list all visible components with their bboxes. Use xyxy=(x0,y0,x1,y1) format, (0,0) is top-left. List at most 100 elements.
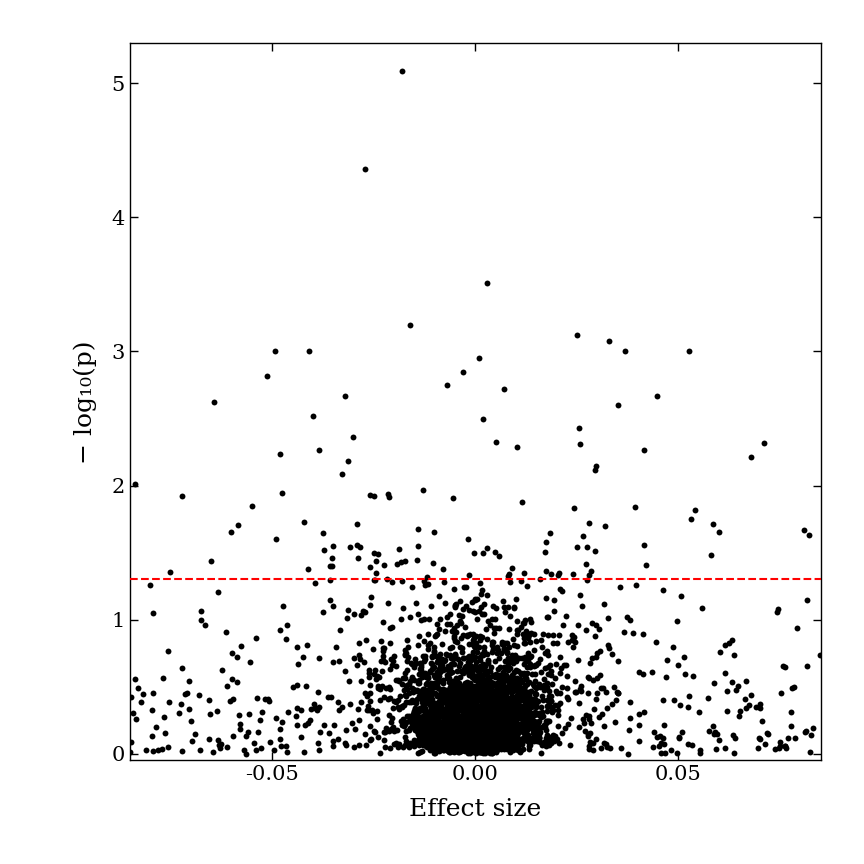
Point xyxy=(461,710,475,724)
Point xyxy=(486,734,499,747)
Point xyxy=(637,537,651,551)
Point xyxy=(491,702,505,716)
Point xyxy=(501,732,515,746)
Point xyxy=(568,685,581,699)
Point xyxy=(446,681,460,695)
Point xyxy=(304,702,318,716)
Point xyxy=(491,708,505,722)
Point xyxy=(587,743,600,757)
Point xyxy=(492,732,505,746)
Point xyxy=(426,726,440,740)
Point xyxy=(480,722,493,736)
Point xyxy=(407,733,421,746)
Point xyxy=(510,440,524,454)
Point xyxy=(466,692,480,706)
Point xyxy=(495,706,509,720)
Point xyxy=(516,709,530,723)
Point xyxy=(400,678,414,692)
Point xyxy=(456,712,470,726)
Point xyxy=(505,729,519,743)
Point xyxy=(432,701,446,715)
Point xyxy=(517,617,530,631)
Point xyxy=(446,736,460,750)
Point xyxy=(475,714,489,727)
Point xyxy=(467,721,480,735)
Point xyxy=(436,708,450,721)
Point xyxy=(784,719,797,733)
Point xyxy=(493,732,507,746)
Point xyxy=(451,730,465,744)
Point xyxy=(493,646,507,660)
Point xyxy=(474,717,488,731)
Point xyxy=(501,729,515,743)
Point xyxy=(524,684,537,698)
Point xyxy=(548,671,562,685)
Point xyxy=(600,612,614,626)
Point xyxy=(529,700,543,714)
Point xyxy=(438,702,452,715)
Point xyxy=(458,727,472,740)
Point xyxy=(441,727,454,740)
Point xyxy=(499,723,512,737)
Point xyxy=(397,698,411,712)
Point xyxy=(474,741,488,755)
Point xyxy=(483,730,497,744)
Point xyxy=(526,677,540,690)
Point xyxy=(484,731,498,745)
Point xyxy=(449,697,463,711)
Point xyxy=(353,540,367,554)
Point xyxy=(468,732,482,746)
Point xyxy=(303,713,317,727)
Point xyxy=(455,729,469,743)
Point xyxy=(744,450,758,464)
Point xyxy=(480,725,494,739)
Point xyxy=(490,695,504,708)
Point xyxy=(486,689,500,703)
Point xyxy=(464,651,478,664)
Point xyxy=(457,732,471,746)
Point xyxy=(454,594,467,607)
Point xyxy=(478,719,492,733)
Point xyxy=(464,715,478,728)
Point xyxy=(503,683,517,696)
Point xyxy=(426,735,440,749)
Point xyxy=(490,731,504,745)
Point xyxy=(512,711,526,725)
Point xyxy=(402,740,416,753)
Point xyxy=(504,706,518,720)
Point xyxy=(413,731,427,745)
Point xyxy=(497,734,511,747)
Point xyxy=(353,738,366,752)
Point xyxy=(589,732,603,746)
Point xyxy=(721,684,734,698)
Point xyxy=(757,435,771,449)
Point xyxy=(403,686,416,700)
Point xyxy=(445,624,459,638)
Point xyxy=(509,690,523,704)
Point xyxy=(532,677,546,690)
Point xyxy=(721,704,734,718)
Point xyxy=(799,724,813,738)
Point xyxy=(473,695,487,708)
Point xyxy=(540,728,554,742)
Point xyxy=(181,702,195,716)
Point xyxy=(498,701,511,715)
Point xyxy=(570,328,584,342)
Point xyxy=(447,717,461,731)
Point xyxy=(449,743,463,757)
Point xyxy=(453,732,467,746)
Point xyxy=(476,717,490,731)
Point xyxy=(448,649,461,663)
Point xyxy=(594,681,607,695)
Point xyxy=(460,715,473,729)
Point xyxy=(471,593,485,607)
Point xyxy=(435,638,448,651)
Point xyxy=(454,692,467,706)
Point xyxy=(453,639,467,653)
Point xyxy=(452,702,466,716)
Point xyxy=(442,732,456,746)
Point xyxy=(441,711,454,725)
Point xyxy=(281,705,295,719)
Point xyxy=(503,675,517,689)
Point xyxy=(575,599,588,613)
